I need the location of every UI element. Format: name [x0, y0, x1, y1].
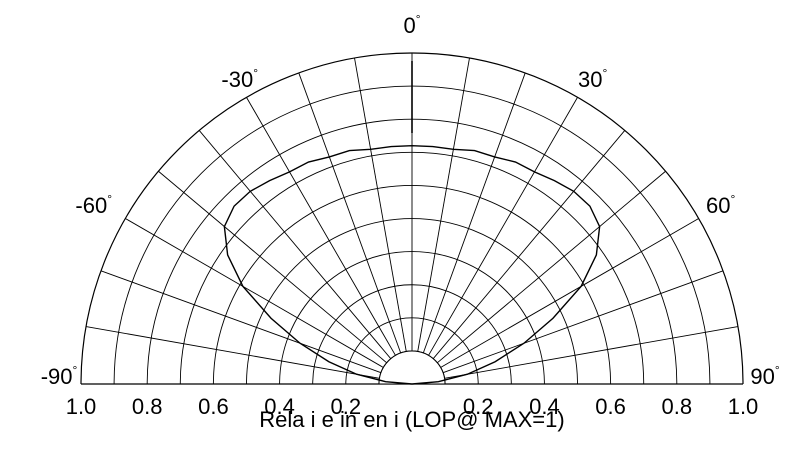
grid-spoke — [428, 97, 578, 356]
grid-spoke — [444, 326, 739, 379]
inner-cap — [378, 350, 446, 385]
degree-mark: ° — [107, 192, 112, 206]
radial-tick-label: 1.0 — [66, 394, 97, 419]
series-layer — [223, 144, 601, 385]
radial-tick-label: 0.4 — [264, 394, 295, 419]
radial-tick-label: 0.6 — [595, 394, 626, 419]
grid-spoke — [198, 130, 392, 360]
grid-spoke — [85, 326, 380, 379]
degree-mark: ° — [416, 12, 421, 26]
degree-mark: ° — [602, 66, 607, 80]
grid-spoke — [432, 130, 626, 360]
degree-mark: ° — [730, 192, 735, 206]
grid-spoke — [100, 270, 382, 374]
radial-tick-label: 0.4 — [529, 394, 560, 419]
radial-tick-label: 1.0 — [728, 394, 759, 419]
grid-spoke — [354, 57, 407, 352]
angle-tick-label: 30° — [578, 66, 607, 92]
angle-tick-label: -30° — [221, 66, 258, 92]
radial-tick-label: 0.2 — [331, 394, 362, 419]
angle-tick-label: 60° — [706, 192, 735, 218]
series-line — [223, 144, 601, 385]
radial-tick-label: 0.8 — [132, 394, 163, 419]
angle-tick-label: -90° — [41, 363, 78, 389]
angle-tick-label: 90° — [750, 363, 779, 389]
degree-mark: ° — [72, 363, 77, 377]
degree-mark: ° — [775, 363, 780, 377]
angle-tick-label: -60° — [75, 192, 112, 218]
radial-tick-label: 0.2 — [463, 394, 494, 419]
grid-spoke — [246, 97, 396, 356]
grid-spoke — [158, 170, 388, 364]
radial-tick-label: 0.6 — [198, 394, 229, 419]
grid-spoke — [298, 72, 402, 354]
angle-tick-label: 0° — [403, 12, 420, 38]
grid-spoke — [442, 270, 724, 374]
polar-grid — [80, 52, 744, 385]
grid-spoke — [125, 218, 384, 368]
grid-spoke — [440, 218, 699, 368]
grid-spoke — [436, 170, 666, 364]
grid-spoke — [422, 72, 526, 354]
grid-spoke — [417, 57, 470, 352]
degree-mark: ° — [253, 66, 258, 80]
x-axis-label: Rela i e in en i (LOP@ MAX=1) — [259, 407, 564, 432]
radial-tick-label: 0.8 — [662, 394, 693, 419]
